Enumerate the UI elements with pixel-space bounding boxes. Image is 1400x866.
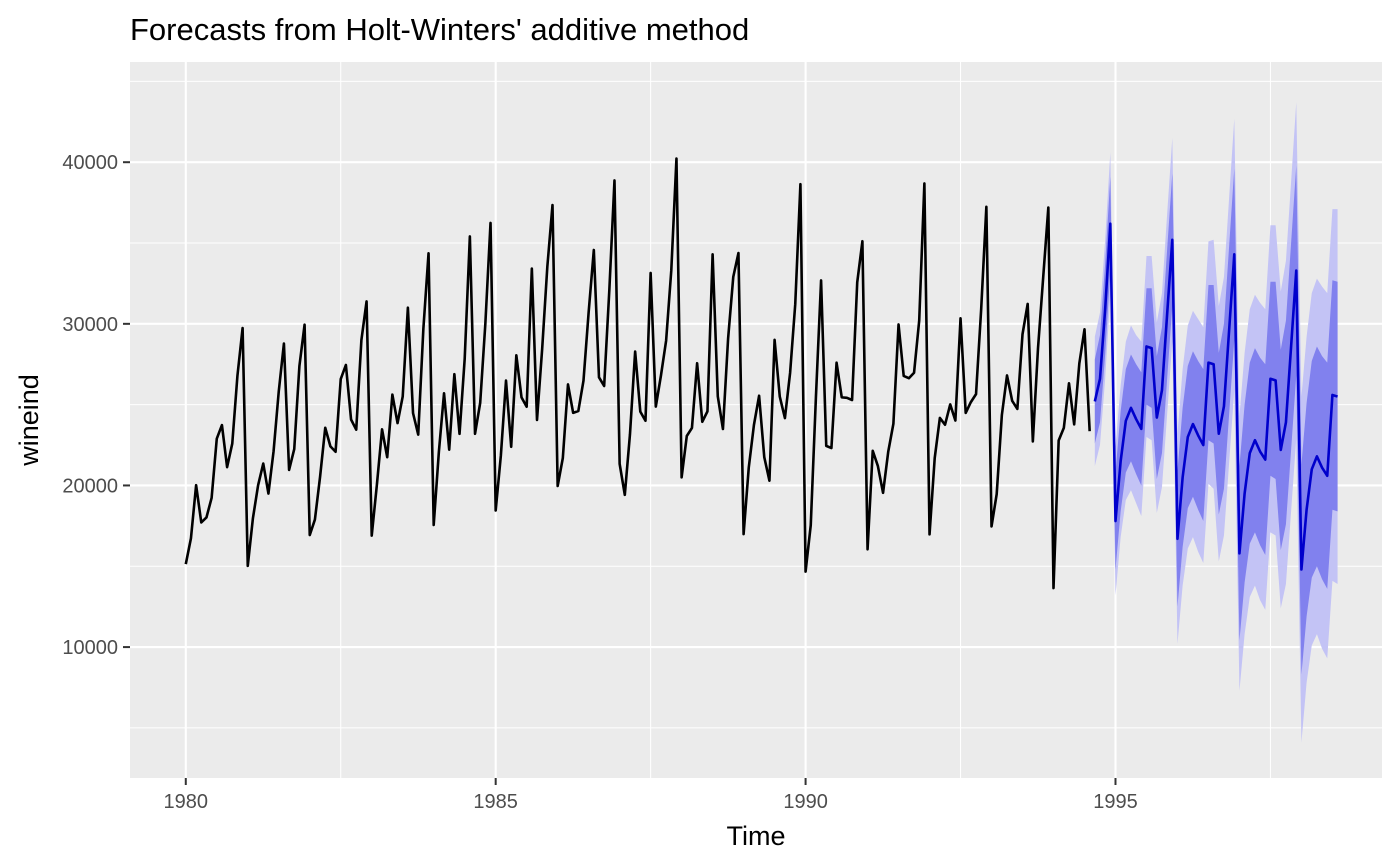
x-tick-label: 1985 — [473, 791, 518, 813]
series-lines — [184, 157, 1338, 590]
x-tick-label: 1980 — [164, 791, 209, 813]
y-tick-label: 30000 — [62, 314, 118, 336]
y-tick-label: 10000 — [62, 637, 118, 659]
chart-title: Forecasts from Holt-Winters' additive me… — [130, 12, 749, 47]
y-tick-label: 40000 — [62, 152, 118, 174]
x-tick-label: 1995 — [1093, 791, 1138, 813]
axis-ticks: 1980 1985 1990 1995 10000 20000 30000 40000 — [62, 152, 1137, 813]
x-axis-title: Time — [727, 821, 786, 851]
x-tick-label: 1990 — [783, 791, 828, 813]
gridlines — [130, 62, 1382, 778]
observed-series-line — [184, 157, 1091, 590]
y-axis-title: wineind — [14, 374, 44, 467]
prediction-interval-80 — [1094, 165, 1338, 675]
band-80-area — [1094, 165, 1338, 675]
y-tick-label: 20000 — [62, 475, 118, 497]
forecast-mean-line — [1093, 222, 1338, 571]
